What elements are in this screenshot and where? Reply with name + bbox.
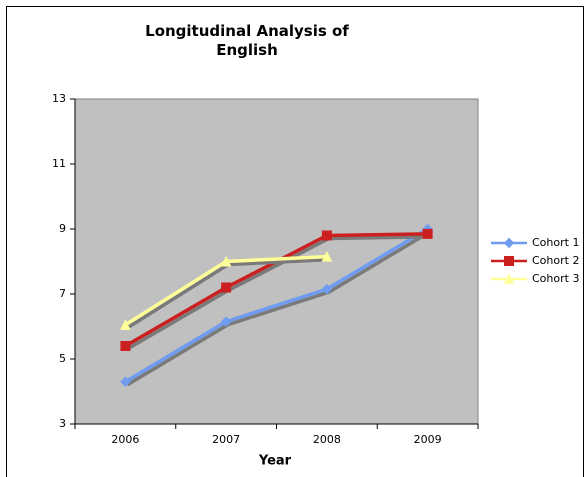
x-tick-label: 2006 — [111, 433, 139, 446]
legend-label: Cohort 3 — [532, 272, 579, 285]
chart-frame — [6, 6, 584, 477]
x-tick-label: 2007 — [212, 433, 240, 446]
y-tick-label: 3 — [59, 417, 66, 430]
point — [221, 282, 232, 293]
x-tick-label: 2009 — [414, 433, 442, 446]
point — [220, 316, 232, 327]
y-tick-label: 7 — [59, 287, 66, 300]
y-tick-label: 9 — [59, 222, 66, 235]
point — [120, 376, 131, 387]
x-axis-title: Year — [258, 454, 292, 469]
series-line — [124, 227, 429, 384]
point — [120, 341, 131, 351]
point — [321, 251, 333, 262]
point — [120, 319, 131, 330]
legend-label: Cohort 1 — [532, 236, 579, 249]
y-tick-label: 11 — [52, 157, 66, 170]
legend-marker — [503, 273, 515, 284]
point — [422, 228, 433, 239]
y-tick-label: 13 — [52, 92, 66, 105]
x-tick-label: 2008 — [313, 433, 341, 446]
y-tick-label: 5 — [59, 352, 66, 365]
legend-label: Cohort 2 — [532, 254, 579, 267]
legend-marker — [504, 256, 514, 266]
point — [220, 255, 232, 267]
point — [321, 230, 332, 241]
chart-title: Longitudinal Analysis of English — [145, 22, 349, 59]
line-shadow — [126, 230, 431, 387]
line-shadow — [126, 235, 430, 351]
point — [321, 283, 333, 295]
legend-marker — [503, 237, 515, 249]
